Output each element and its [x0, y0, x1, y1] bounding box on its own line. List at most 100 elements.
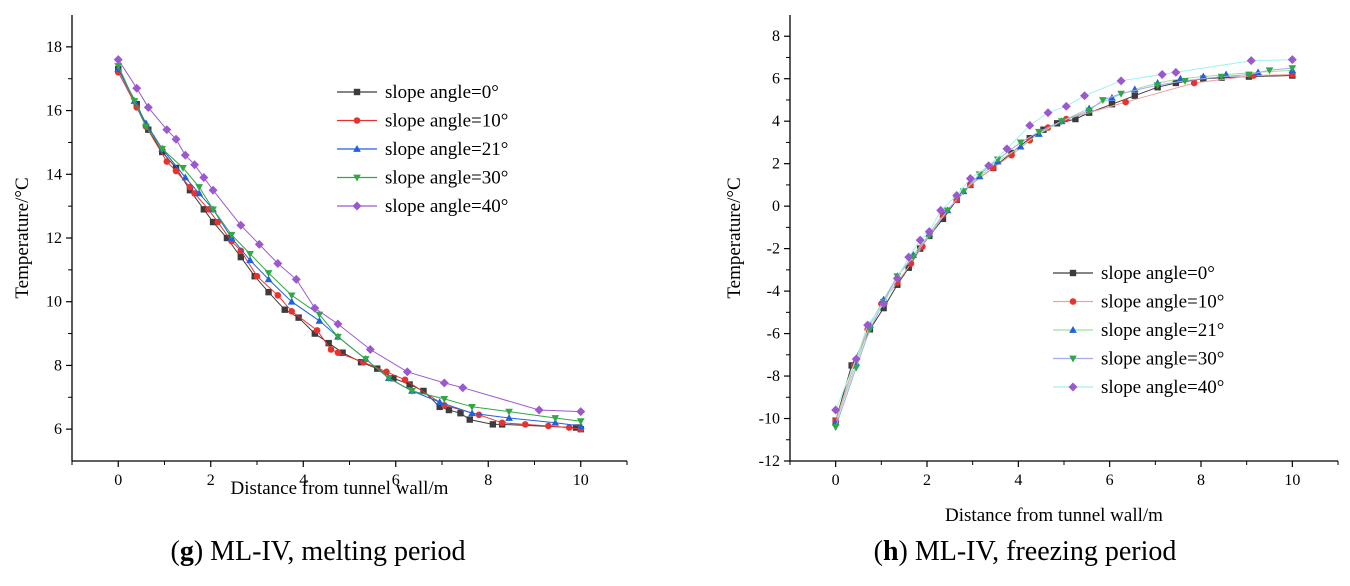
- data-point: [440, 395, 449, 403]
- data-point: [114, 63, 123, 70]
- series-triangle-down: [831, 65, 1297, 432]
- data-point: [143, 102, 153, 112]
- data-point: [264, 270, 273, 278]
- legend: slope angle=0° slope angle=10° slope angle…: [337, 82, 508, 217]
- series-line: [117, 72, 581, 430]
- x-tick-label: 2: [923, 472, 931, 489]
- data-point: [1153, 82, 1162, 90]
- data-point: [439, 378, 449, 388]
- y-tick-label: 18: [46, 39, 62, 56]
- data-point: [1085, 107, 1093, 115]
- legend-label: slope angle=0°: [385, 82, 499, 103]
- y-tick-label: 0: [772, 198, 780, 215]
- data-point: [1199, 72, 1208, 80]
- data-point: [1035, 128, 1043, 136]
- data-point: [287, 292, 296, 300]
- data-point: [534, 405, 544, 415]
- data-point: [113, 55, 123, 65]
- data-point: [1181, 77, 1189, 85]
- data-point: [132, 83, 142, 93]
- series-triangle-up: [114, 65, 585, 429]
- data-point: [209, 218, 217, 226]
- data-point: [576, 421, 585, 429]
- x-tick-label: 2: [207, 472, 215, 489]
- legend-marker: [353, 117, 361, 124]
- y-tick-label: -10: [759, 411, 780, 428]
- panel-caption: (g) ML-IV, melting period: [171, 536, 466, 567]
- data-point: [831, 418, 840, 426]
- data-point: [190, 160, 200, 170]
- data-point: [334, 333, 342, 341]
- data-point: [287, 297, 296, 305]
- x-tick-label: 8: [484, 472, 492, 489]
- data-point: [831, 405, 841, 415]
- data-point: [505, 408, 513, 416]
- data-point: [162, 125, 172, 135]
- legend-label: slope angle=30°: [1101, 349, 1224, 370]
- data-point: [254, 239, 264, 249]
- data-point: [457, 410, 464, 417]
- legend-marker: [352, 201, 362, 211]
- y-tick-label: -4: [767, 283, 780, 300]
- data-point: [851, 354, 861, 364]
- data-point: [281, 306, 288, 313]
- series-line: [117, 68, 581, 427]
- data-point: [466, 416, 473, 423]
- series-diamond: [113, 55, 586, 417]
- data-point: [445, 406, 453, 414]
- legend-label: slope angle=21°: [1101, 320, 1224, 341]
- data-point: [237, 247, 245, 255]
- series-line: [835, 59, 1293, 411]
- data-point: [313, 327, 321, 334]
- data-point: [315, 316, 324, 324]
- data-point: [498, 419, 506, 427]
- data-point: [879, 299, 889, 309]
- data-point: [993, 156, 1002, 164]
- x-tick-label: 0: [832, 472, 840, 489]
- data-point: [435, 398, 444, 405]
- data-point: [943, 207, 952, 215]
- data-point: [333, 319, 343, 329]
- data-point: [209, 206, 217, 214]
- legend-label: slope angle=40°: [385, 196, 508, 217]
- data-point: [361, 356, 370, 364]
- data-point: [214, 218, 221, 226]
- data-point: [310, 303, 320, 313]
- legend-label: slope angle=40°: [1101, 377, 1224, 398]
- data-point: [505, 413, 513, 421]
- legend-marker: [1069, 269, 1077, 277]
- x-tick-label: 4: [1014, 472, 1022, 489]
- data-point: [576, 418, 585, 426]
- series-circle: [832, 71, 1296, 424]
- caption-letter: g: [180, 536, 194, 567]
- data-point: [1016, 139, 1025, 147]
- x-axis-title: Distance from tunnel wall/m: [231, 478, 449, 499]
- data-point: [406, 381, 413, 388]
- data-point: [180, 150, 190, 160]
- legend-marker: [1069, 355, 1077, 363]
- y-tick-label: 4: [772, 113, 780, 130]
- legend-marker: [1069, 298, 1077, 305]
- data-point: [924, 227, 934, 237]
- data-point: [274, 292, 282, 299]
- x-tick-label: 0: [114, 472, 122, 489]
- x-tick-label: 10: [1284, 472, 1300, 489]
- data-point: [936, 205, 946, 215]
- y-tick-label: 16: [46, 103, 62, 120]
- y-tick-label: 6: [772, 71, 780, 88]
- y-tick-label: -12: [759, 453, 780, 470]
- legend: slope angle=0° slope angle=10° slope angle…: [1053, 263, 1224, 398]
- data-point: [265, 288, 272, 296]
- data-point: [545, 422, 552, 430]
- data-point: [521, 421, 529, 428]
- legend-marker: [1068, 382, 1078, 392]
- data-point: [1057, 118, 1066, 126]
- data-point: [984, 161, 994, 171]
- data-point: [208, 185, 218, 195]
- series-triangle-down: [114, 63, 585, 426]
- data-point: [199, 172, 209, 182]
- x-tick-label: 6: [1106, 472, 1114, 489]
- caption-paren-close: ): [194, 536, 210, 567]
- data-point: [1025, 120, 1035, 130]
- data-point: [892, 273, 902, 283]
